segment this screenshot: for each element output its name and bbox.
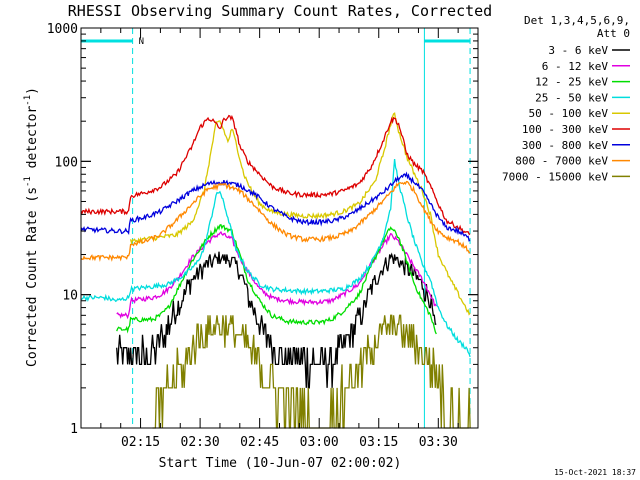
- x-tick-label: 02:15: [121, 435, 160, 450]
- legend-label-3: 12 - 25 keV: [535, 76, 608, 89]
- series-line-6: [80, 114, 471, 236]
- x-tick-label: 02:30: [181, 435, 220, 450]
- y-tick-label: 1000: [47, 22, 78, 37]
- series-line-8: [80, 180, 471, 262]
- legend-items: 3 - 6 keV 6 - 12 keV 12 - 25 keV 25 - 50 ke…: [502, 44, 630, 183]
- legend-header-line-2: Att 0: [597, 27, 630, 40]
- series-line-5: [129, 112, 471, 316]
- series-line-4: [80, 159, 471, 358]
- legend: Det 1,3,4,5,6,9, Att 0 3 - 6 keV 6 - 12 k…: [502, 14, 630, 183]
- legend-label-1: 3 - 6 keV: [548, 44, 608, 57]
- y-tick-label: 1: [70, 422, 78, 437]
- x-tick-label: 03:15: [359, 435, 398, 450]
- night-label-n: N: [139, 37, 144, 47]
- series-line-1: [116, 251, 437, 389]
- y-axis-label: Corrected Count Rate (s-1 detector-1): [23, 87, 40, 367]
- legend-label-4: 25 - 50 keV: [535, 91, 608, 104]
- y-tick-label: 10: [62, 289, 78, 304]
- y-tick-label: 100: [55, 155, 78, 170]
- legend-label-5: 50 - 100 keV: [529, 107, 609, 120]
- plot-area: N 1000 100 10 1 02:15 02:30 02:45 03:00 03:15 03:3…: [47, 22, 479, 450]
- legend-label-8: 800 - 7000 keV: [515, 155, 608, 168]
- legend-label-2: 6 - 12 keV: [542, 60, 609, 73]
- legend-label-7: 300 - 800 keV: [522, 139, 608, 152]
- legend-label-6: 100 - 300 keV: [522, 123, 608, 136]
- legend-label-9: 7000 - 15000 keV: [502, 170, 608, 183]
- chart-title: RHESSI Observing Summary Count Rates, Co…: [68, 2, 492, 20]
- x-tick-label: 03:00: [300, 435, 339, 450]
- timestamp: 15-Oct-2021 18:37: [554, 468, 636, 477]
- x-tick-label: 03:30: [419, 435, 458, 450]
- series-line-7: [80, 171, 471, 242]
- x-tick-label: 02:45: [240, 435, 279, 450]
- x-axis-label: Start Time (10-Jun-07 02:00:02): [159, 456, 402, 471]
- legend-header-line-1: Det 1,3,4,5,6,9,: [524, 14, 630, 27]
- series-line-2: [116, 231, 437, 320]
